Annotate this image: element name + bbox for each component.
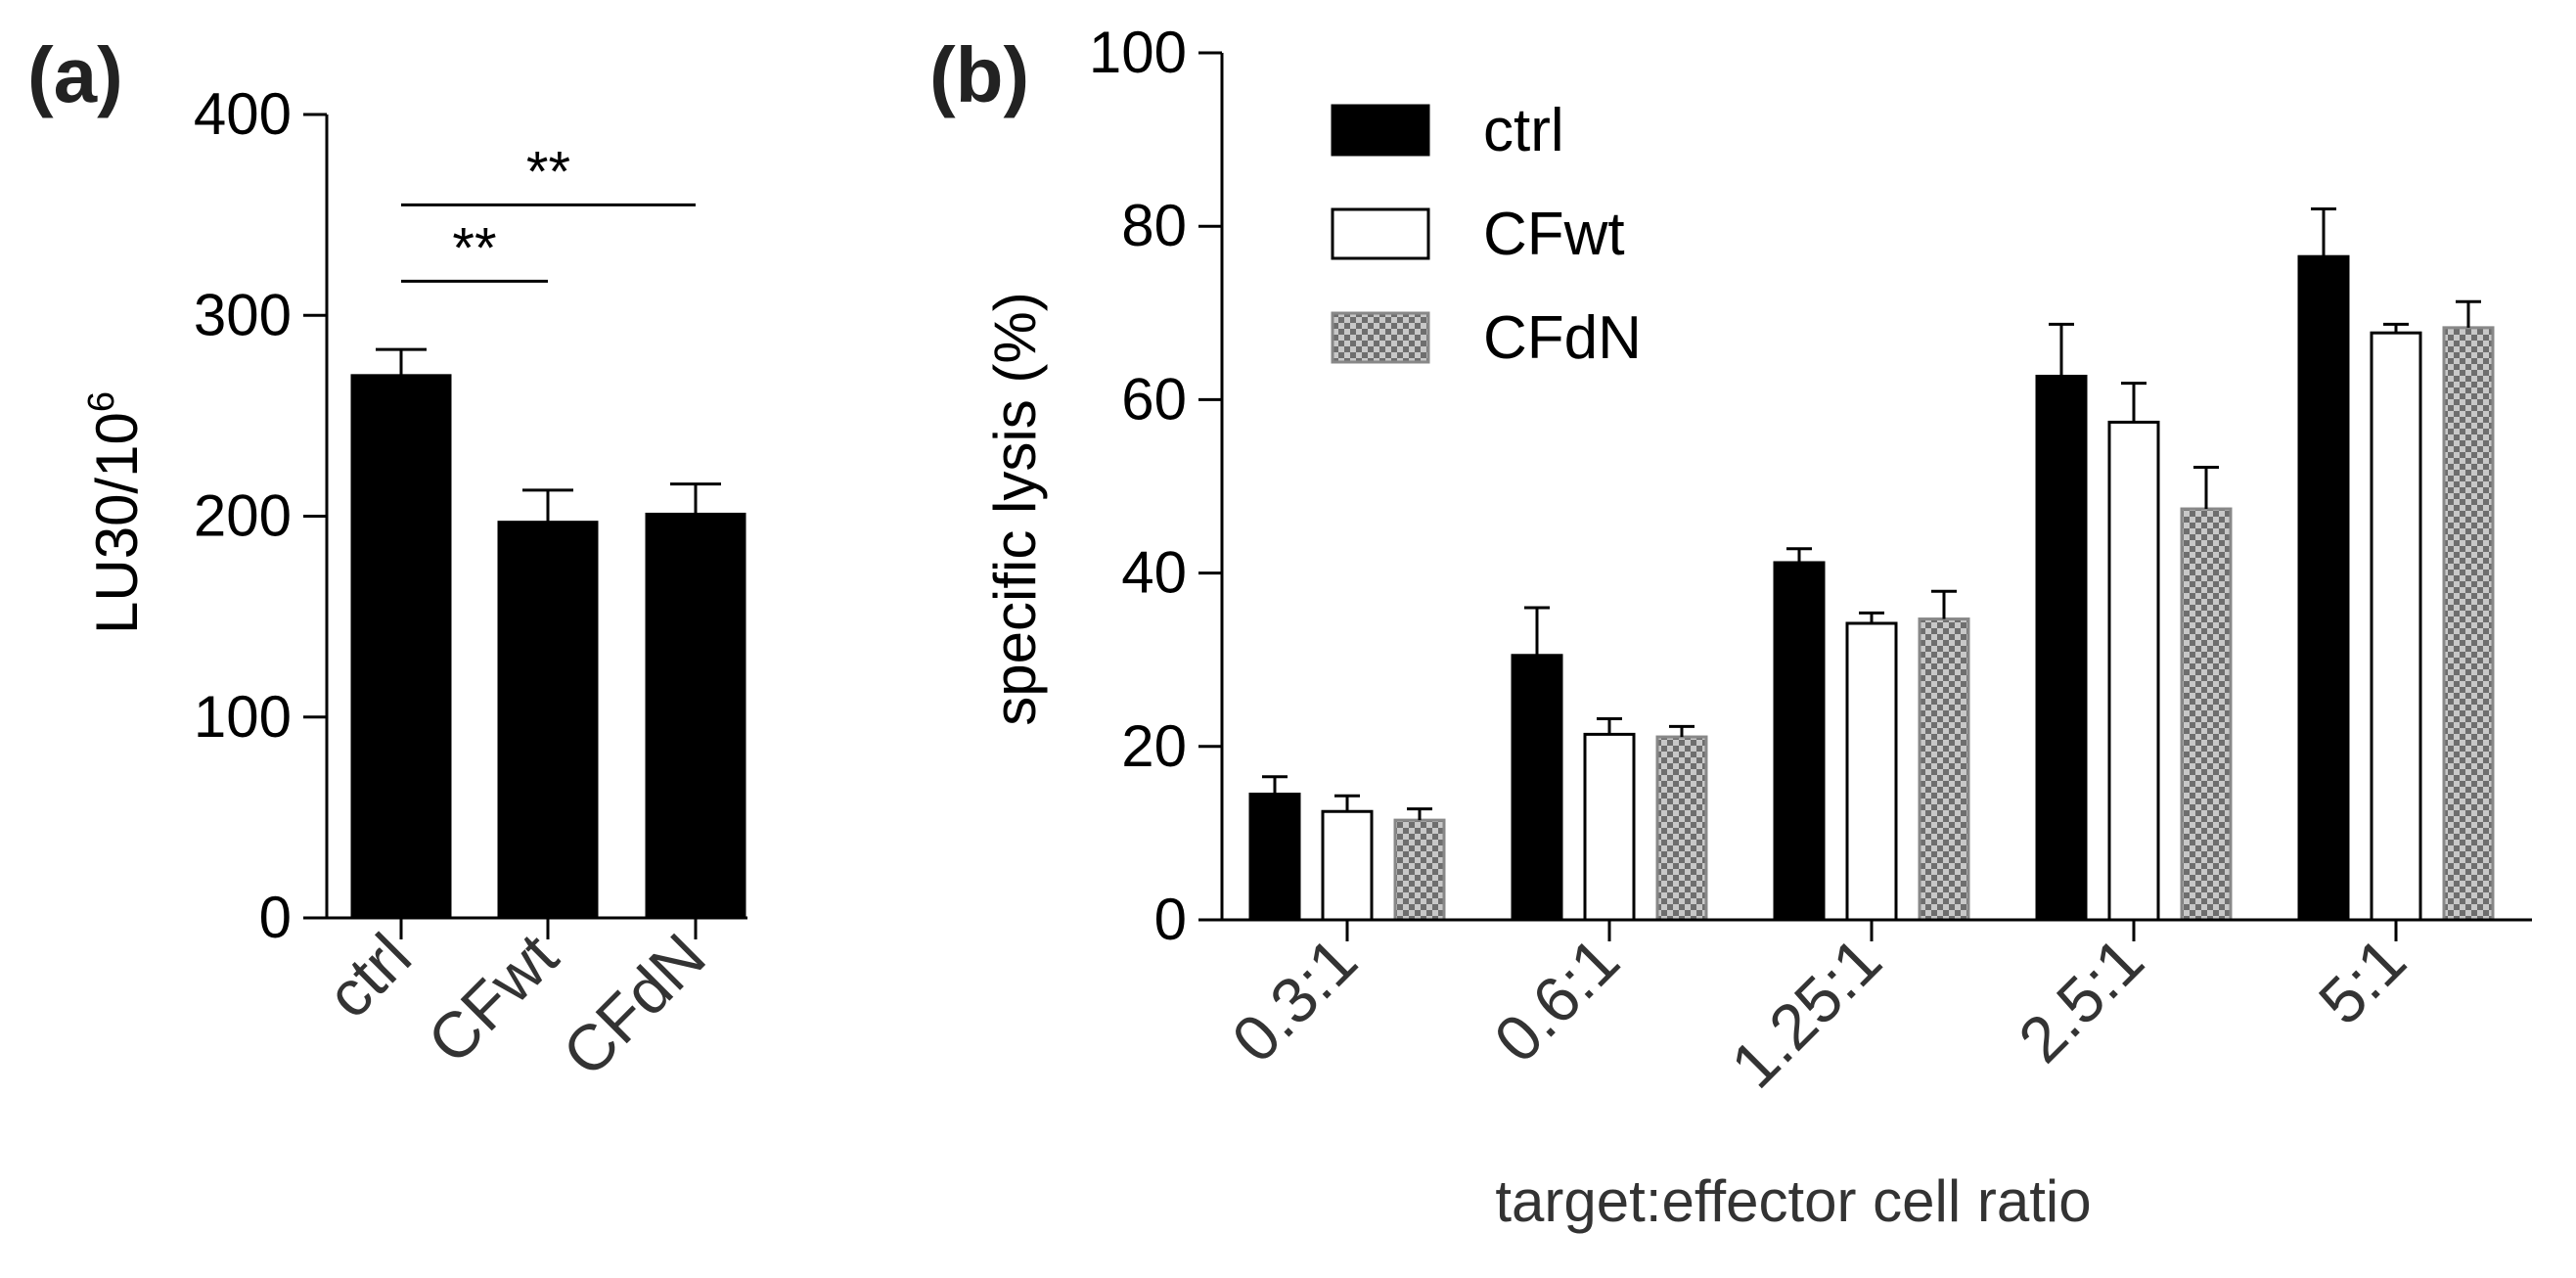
panel-a-x-tick-label: ctrl bbox=[312, 920, 425, 1032]
legend-swatch-cfwt bbox=[1331, 207, 1430, 260]
panel-b-label: (b) bbox=[929, 31, 1029, 118]
panel-b-y-tick-label: 0 bbox=[1154, 887, 1187, 952]
panel-b-bar-cfdn bbox=[1918, 617, 1970, 922]
panel-b-bar-cfdn bbox=[1655, 735, 1708, 922]
panel-a-significance-label: ** bbox=[526, 140, 570, 204]
panel-a-x-tick-label: CFdN bbox=[549, 920, 719, 1090]
panel-b-bar-cfwt bbox=[1583, 732, 1636, 922]
panel-b-bar-cfwt bbox=[1321, 809, 1374, 922]
panel-a-significance-label: ** bbox=[452, 216, 496, 280]
panel-b-x-tick-label: 2.5:1 bbox=[2005, 924, 2157, 1076]
panel-b-bar-ctrl bbox=[1248, 793, 1301, 922]
panel-b-chart: (b) 0 20 40 60 80 100 0.3:1 0.6:1 1.25:1 2.5:1 5:… bbox=[929, 20, 2532, 1234]
panel-b-bar-cfwt bbox=[2107, 420, 2160, 922]
panel-a-label: (a) bbox=[27, 31, 123, 118]
panel-b-y-axis-title: specific lysis (%) bbox=[982, 292, 1048, 725]
panel-b-x-tick-label: 1.25:1 bbox=[1717, 924, 1895, 1102]
panel-a-y-tick-label: 200 bbox=[194, 483, 292, 549]
panel-a-bar bbox=[645, 512, 746, 920]
panel-b-y-tick-label: 80 bbox=[1121, 193, 1187, 258]
panel-a-bar bbox=[497, 521, 599, 920]
legend-label-ctrl: ctrl bbox=[1483, 97, 1564, 164]
panel-b-bar-ctrl bbox=[1511, 654, 1563, 922]
legend-swatch-cfdn bbox=[1331, 311, 1430, 364]
panel-b-x-tick-label: 0.6:1 bbox=[1480, 924, 1633, 1076]
legend-swatch-ctrl bbox=[1331, 104, 1430, 157]
panel-b-bar-ctrl bbox=[1773, 561, 1826, 922]
legend-label-cfdn: CFdN bbox=[1483, 304, 1642, 372]
panel-a-y-tick-label: 100 bbox=[194, 684, 292, 750]
panel-b-x-tick-label: 5:1 bbox=[2305, 924, 2419, 1038]
panel-a-y-tick-label: 300 bbox=[194, 282, 292, 347]
panel-a-x-tick-label: CFwt bbox=[414, 920, 571, 1077]
panel-a-y-tick-label: 400 bbox=[194, 81, 292, 147]
legend-label-cfwt: CFwt bbox=[1483, 201, 1625, 268]
panel-b-bar-cfdn bbox=[2180, 507, 2233, 922]
panel-b-bar-cfwt bbox=[2370, 331, 2422, 922]
panel-b-y-tick-label: 100 bbox=[1089, 20, 1187, 85]
panel-b-y-tick-label: 60 bbox=[1121, 366, 1187, 432]
panel-a-y-tick-label: 0 bbox=[259, 885, 292, 950]
panel-a-y-axis-title: LU30/106 bbox=[81, 391, 150, 634]
panel-a-bar bbox=[350, 374, 452, 920]
panel-b-bar-ctrl bbox=[2297, 254, 2350, 922]
panel-b-bar-cfdn bbox=[1393, 818, 1446, 922]
panel-b-x-axis-title: target:effector cell ratio bbox=[1495, 1168, 2091, 1234]
panel-b-bar-ctrl bbox=[2035, 374, 2088, 922]
panel-b-bar-cfdn bbox=[2442, 326, 2495, 922]
panel-b-bar-cfwt bbox=[1845, 621, 1898, 922]
panel-b-y-tick-label: 40 bbox=[1121, 540, 1187, 606]
panel-b-y-tick-label: 20 bbox=[1121, 713, 1187, 779]
panel-b-x-tick-label: 0.3:1 bbox=[1218, 924, 1371, 1076]
